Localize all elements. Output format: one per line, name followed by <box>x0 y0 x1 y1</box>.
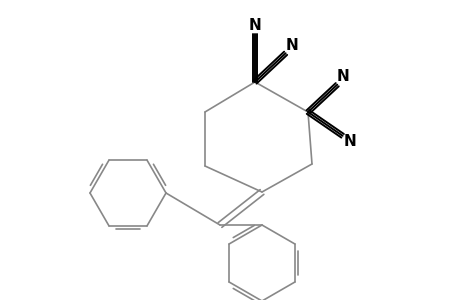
Text: N: N <box>248 17 261 32</box>
Text: N: N <box>342 134 355 149</box>
Text: N: N <box>336 69 349 84</box>
Text: N: N <box>285 38 297 53</box>
